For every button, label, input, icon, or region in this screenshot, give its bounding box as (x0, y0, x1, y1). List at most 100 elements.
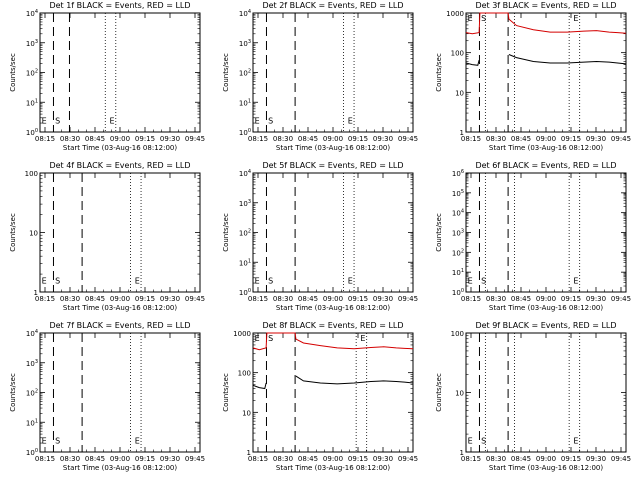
x-tick-label: 08:15 (461, 295, 481, 303)
x-tick-label: 09:45 (398, 455, 418, 463)
marker-label-e: E (468, 14, 473, 23)
x-tick-label: 09:15 (135, 295, 155, 303)
series-line-black (252, 375, 414, 390)
y-tick-label: 102 (239, 229, 251, 238)
y-tick-label: 104 (239, 9, 251, 18)
x-tick-label: 08:15 (35, 455, 55, 463)
plot-frame (39, 172, 201, 293)
marker-label-s: S (481, 437, 486, 446)
y-tick-label: 101 (26, 98, 38, 107)
panel-title: Det 1f BLACK = Events, RED = LLD (49, 1, 190, 10)
x-axis-title: Start Time (03-Aug-16 08:12:00) (63, 464, 177, 472)
x-tick-label: 08:45 (298, 455, 318, 463)
marker-label-e: E (573, 277, 578, 286)
x-tick-label: 08:45 (85, 455, 105, 463)
y-axis-title: Counts/sec (435, 213, 443, 252)
x-axis-title: Start Time (03-Aug-16 08:12:00) (63, 144, 177, 152)
panel-title: Det 9f BLACK = Events, RED = LLD (475, 321, 616, 330)
y-axis-title: Counts/sec (435, 373, 443, 412)
x-tick-label: 08:45 (511, 455, 531, 463)
marker-label-s: S (268, 277, 273, 286)
y-tick-label: 1 (460, 449, 464, 457)
x-tick-label: 09:00 (110, 135, 130, 143)
panel-det-7f: Det 7f BLACK = Events, RED = LLD 100 101 10… (9, 321, 205, 472)
x-axis-title: Start Time (03-Aug-16 08:12:00) (276, 304, 390, 312)
x-tick-label: 08:45 (298, 135, 318, 143)
x-tick-label: 09:30 (586, 135, 606, 143)
y-tick-label: 101 (239, 258, 251, 267)
y-axis-title: Counts/sec (9, 373, 17, 412)
x-tick-label: 09:15 (561, 295, 581, 303)
x-axis-title: Start Time (03-Aug-16 08:12:00) (489, 144, 603, 152)
plot-frame (39, 332, 201, 453)
x-tick-label: 09:00 (110, 295, 130, 303)
y-tick-label: 104 (26, 329, 38, 338)
x-tick-label: 08:30 (273, 455, 293, 463)
marker-label-s: S (55, 117, 60, 126)
marker-label-s: S (268, 334, 273, 343)
x-tick-label: 08:30 (273, 135, 293, 143)
y-tick-label: 106 (452, 169, 464, 178)
x-tick-label: 09:30 (373, 295, 393, 303)
panel-det-1f: Det 1f BLACK = Events, RED = LLD 100 101 10… (9, 1, 205, 152)
marker-label-s: S (481, 277, 486, 286)
y-tick-label: 101 (26, 418, 38, 427)
x-tick-label: 09:45 (398, 135, 418, 143)
marker-label-e: E (255, 277, 260, 286)
series-line-black (465, 54, 627, 66)
panel-title: Det 7f BLACK = Events, RED = LLD (49, 321, 190, 330)
x-tick-label: 09:15 (561, 455, 581, 463)
x-tick-label: 09:00 (536, 295, 556, 303)
x-tick-label: 09:30 (160, 135, 180, 143)
x-tick-label: 08:30 (60, 455, 80, 463)
y-tick-label: 100 (451, 330, 464, 338)
x-tick-label: 09:30 (586, 455, 606, 463)
y-tick-label: 103 (239, 39, 251, 48)
x-tick-label: 09:30 (373, 455, 393, 463)
x-tick-label: 08:30 (60, 295, 80, 303)
y-tick-label: 103 (26, 359, 38, 368)
plot-frame (465, 172, 627, 293)
panel-title: Det 3f BLACK = Events, RED = LLD (475, 1, 616, 10)
y-tick-label: 100 (451, 50, 464, 58)
marker-label-e: E (468, 277, 473, 286)
x-axis-title: Start Time (03-Aug-16 08:12:00) (489, 304, 603, 312)
x-tick-label: 09:00 (323, 135, 343, 143)
x-tick-label: 08:15 (35, 135, 55, 143)
marker-label-e: E (573, 437, 578, 446)
y-tick-label: 100 (238, 370, 251, 378)
marker-label-e: E (348, 277, 353, 286)
x-tick-label: 09:15 (348, 135, 368, 143)
y-axis-title: Counts/sec (9, 213, 17, 252)
x-tick-label: 08:15 (248, 455, 268, 463)
x-tick-label: 08:30 (486, 455, 506, 463)
y-tick-label: 10 (455, 390, 464, 398)
y-tick-label: 1000 (233, 330, 251, 338)
y-tick-label: 100 (26, 448, 38, 457)
x-tick-label: 09:30 (160, 455, 180, 463)
marker-label-s: S (55, 437, 60, 446)
x-tick-label: 08:15 (35, 295, 55, 303)
x-tick-label: 08:45 (85, 135, 105, 143)
x-axis-title: Start Time (03-Aug-16 08:12:00) (63, 304, 177, 312)
series-line-red (465, 12, 627, 35)
x-tick-label: 09:15 (348, 455, 368, 463)
x-tick-label: 08:45 (85, 295, 105, 303)
y-tick-label: 10 (242, 409, 251, 417)
x-tick-label: 08:30 (273, 295, 293, 303)
panel-det-5f: Det 5f BLACK = Events, RED = LLD 100 101 10… (222, 161, 418, 312)
marker-label-e: E (42, 277, 47, 286)
y-tick-label: 100 (239, 128, 251, 137)
x-tick-label: 09:45 (611, 135, 631, 143)
x-tick-label: 09:30 (160, 295, 180, 303)
y-tick-label: 102 (26, 69, 38, 78)
panel-det-2f: Det 2f BLACK = Events, RED = LLD 100 101 10… (222, 1, 418, 152)
y-tick-label: 1 (460, 129, 464, 137)
y-tick-label: 102 (239, 69, 251, 78)
marker-label-s: S (481, 14, 486, 23)
x-tick-label: 09:15 (135, 135, 155, 143)
y-tick-label: 102 (26, 389, 38, 398)
y-tick-label: 103 (26, 39, 38, 48)
x-tick-label: 09:30 (373, 135, 393, 143)
y-tick-label: 101 (239, 98, 251, 107)
